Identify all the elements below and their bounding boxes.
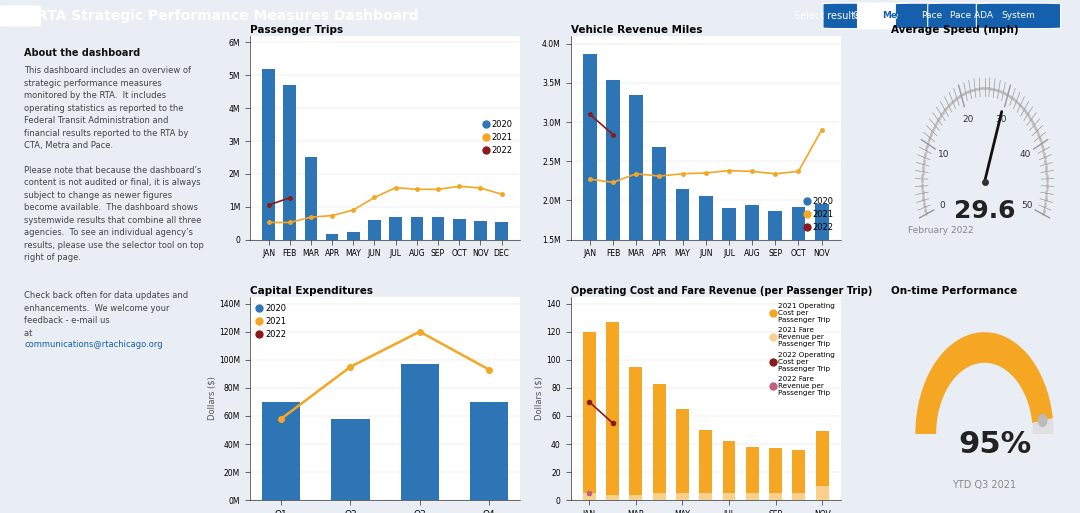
Bar [474,222,487,240]
Bar [630,495,643,500]
Legend: 2021 Operating
Cost per
Passenger Trip, 2021 Fare
Revenue per
Passenger Trip, 20: 2021 Operating Cost per Passenger Trip, … [768,300,837,399]
Bar [583,332,596,500]
Bar [769,448,782,500]
Bar [815,431,828,500]
Bar [721,208,735,357]
Bar [630,95,643,357]
Bar [347,232,360,240]
Text: Average Speed (mph): Average Speed (mph) [891,25,1018,35]
Text: 95%: 95% [958,430,1031,459]
Bar [815,486,828,500]
Bar [723,441,735,500]
Bar [700,493,712,500]
Legend: 2020, 2021, 2022: 2020, 2021, 2022 [801,193,837,235]
Text: Pace ADA: Pace ADA [950,11,994,21]
Bar [793,449,806,500]
Text: About the dashboard: About the dashboard [24,48,140,57]
FancyBboxPatch shape [858,3,936,29]
Text: Capital Expenditures: Capital Expenditures [249,286,373,296]
Text: 40: 40 [1020,150,1031,159]
Text: 50: 50 [1021,201,1032,210]
Bar [630,367,643,500]
Bar [700,430,712,500]
Text: 10: 10 [937,150,949,159]
Legend: 2020, 2021, 2022: 2020, 2021, 2022 [481,117,516,159]
Text: Pace: Pace [921,11,943,21]
Wedge shape [916,332,1054,434]
Text: communications@rtachicago.org: communications@rtachicago.org [24,340,163,349]
Bar [769,493,782,500]
Bar [746,493,759,500]
Bar [262,69,275,240]
Bar [652,384,665,500]
Text: Vehicle Revenue Miles: Vehicle Revenue Miles [570,25,702,35]
Text: This dashboard includes an overview of
strategic performance measures
monitored : This dashboard includes an overview of s… [24,66,191,150]
Text: Metra: Metra [882,11,912,21]
Text: 20: 20 [962,115,973,124]
Text: Select results to view: Select results to view [794,11,899,21]
FancyBboxPatch shape [928,3,1016,29]
Bar [814,204,828,357]
Bar [792,207,806,357]
Text: On-time Performance: On-time Performance [891,286,1017,296]
Bar [432,216,444,240]
Text: 0: 0 [940,201,945,210]
FancyBboxPatch shape [895,3,969,29]
Text: YTD Q3 2021: YTD Q3 2021 [953,480,1016,490]
Text: Check back often for data updates and
enhancements.  We welcome your
feedback - : Check back often for data updates and en… [24,291,188,338]
Bar [606,495,619,500]
Text: February 2022: February 2022 [908,226,974,234]
Bar [583,54,597,357]
Bar [262,402,300,500]
Bar [652,493,665,500]
Bar [676,493,689,500]
Bar [746,447,759,500]
Text: CTA: CTA [852,11,869,21]
Y-axis label: Dollars ($): Dollars ($) [207,377,216,420]
Text: 30: 30 [996,115,1007,124]
Bar [332,419,369,500]
Bar [745,205,759,357]
Bar [723,493,735,500]
Bar [453,219,465,240]
Wedge shape [916,332,1053,434]
Bar [768,211,782,357]
Bar [676,189,689,357]
FancyBboxPatch shape [976,3,1061,29]
Bar [283,85,296,240]
FancyBboxPatch shape [823,3,899,29]
Bar [606,80,620,357]
Text: RTA Strategic Performance Measures Dashboard: RTA Strategic Performance Measures Dashb… [37,9,418,23]
Text: 29.6: 29.6 [954,200,1015,223]
Bar [793,493,806,500]
Bar [699,195,713,357]
Bar [305,157,318,240]
Bar [389,217,402,240]
Text: System: System [1001,11,1036,21]
Text: Please note that because the dashboard’s
content is not audited or final, it is : Please note that because the dashboard’s… [24,166,204,263]
FancyBboxPatch shape [0,6,41,26]
Bar [470,402,508,500]
Bar [368,221,381,240]
Text: Passenger Trips: Passenger Trips [249,25,343,35]
Bar [496,223,508,240]
Bar [583,493,596,500]
Bar [652,147,666,357]
Text: Operating Cost and Fare Revenue (per Passenger Trip): Operating Cost and Fare Revenue (per Pas… [570,286,872,296]
Bar [676,409,689,500]
Bar [401,364,438,500]
Circle shape [1038,415,1047,427]
Bar [326,233,338,240]
Y-axis label: Dollars ($): Dollars ($) [535,377,543,420]
Bar [606,322,619,500]
Legend: 2020, 2021, 2022: 2020, 2021, 2022 [254,301,289,343]
Bar [410,217,423,240]
